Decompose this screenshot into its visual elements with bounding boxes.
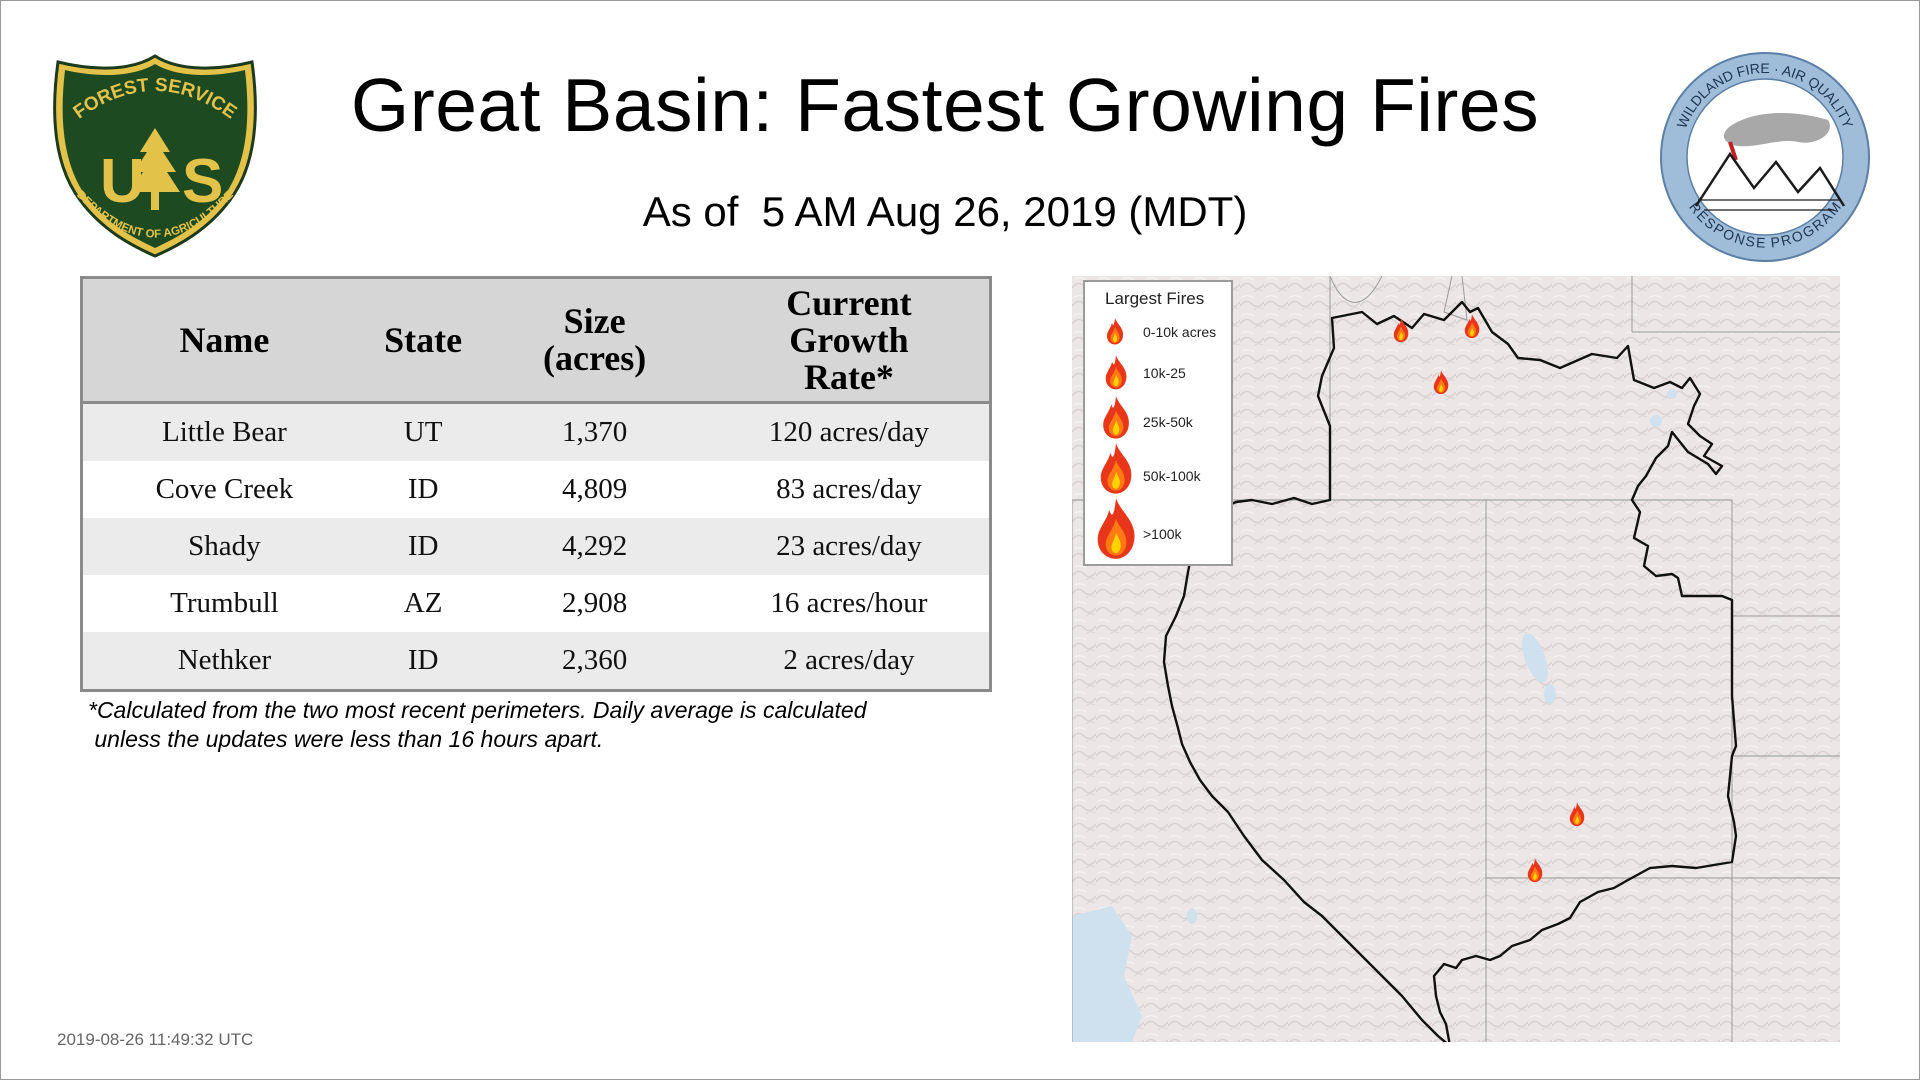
header-size-line1: Size <box>563 301 626 341</box>
header-size-line2: (acres) <box>543 338 647 378</box>
cell-name: Cove Creek <box>81 461 366 518</box>
table-row: Cove Creek ID 4,809 83 acres/day <box>81 461 991 518</box>
cell-state: UT <box>365 402 481 461</box>
cell-size: 2,360 <box>480 632 709 691</box>
cell-size: 2,908 <box>480 575 709 632</box>
header-size: Size (acres) <box>480 277 709 404</box>
cell-size: 4,292 <box>480 518 709 575</box>
cell-name: Little Bear <box>81 402 366 461</box>
cell-name: Nethker <box>81 632 366 691</box>
legend-label: 10k-25 <box>1143 365 1186 381</box>
header-name: Name <box>81 277 366 404</box>
pacific-ocean <box>1072 906 1142 1042</box>
legend-label: 50k-100k <box>1143 468 1201 484</box>
header-rate-line1: Current <box>786 282 912 323</box>
table-row: Little Bear UT 1,370 120 acres/day <box>81 402 991 461</box>
footnote-line-1: *Calculated from the two most recent per… <box>88 697 867 723</box>
page-title: Great Basin: Fastest Growing Fires <box>350 63 1540 147</box>
flame-icon <box>1100 394 1132 440</box>
legend-label: 0-10k acres <box>1143 324 1217 340</box>
forest-service-shield-icon: FOREST SERVICE DEPARTMENT OF AGRICULTURE… <box>53 54 257 258</box>
fastest-growing-fires-table: Name State Size (acres) Current Growth R… <box>80 276 992 692</box>
cell-size: 4,809 <box>480 461 709 518</box>
header-rate-line3: Rate* <box>803 356 894 397</box>
table-row: Trumbull AZ 2,908 16 acres/hour <box>81 575 991 632</box>
subtitle-prefix: As of <box>642 188 751 235</box>
cell-name: Shady <box>81 518 366 575</box>
generated-timestamp: 2019-08-26 11:49:32 UTC <box>57 1030 254 1049</box>
great-basin-boundary <box>1162 300 1738 1042</box>
legend-title: Largest Fires <box>1105 289 1205 308</box>
wildland-fire-seal-icon: WILDLAND FIRE · AIR QUALITY RESPONSE PRO… <box>1660 52 1870 262</box>
cell-state: ID <box>365 461 481 518</box>
header-state: State <box>365 277 481 404</box>
flame-icon <box>1105 316 1125 346</box>
legend-label: 25k-50k <box>1143 414 1193 430</box>
cell-state: AZ <box>365 575 481 632</box>
header-growth-rate: Current Growth Rate* <box>708 277 991 404</box>
logo-letter-s: S <box>182 147 223 216</box>
cell-state: ID <box>365 518 481 575</box>
cell-name: Trumbull <box>81 575 366 632</box>
cell-rate: 16 acres/hour <box>708 575 991 632</box>
cell-rate: 83 acres/day <box>708 461 991 518</box>
map-legend: Largest Fires 0-10k acres 10k-25 25k-50k… <box>1083 280 1233 566</box>
subtitle-date: 5 AM Aug 26, 2019 (MDT) <box>750 188 1248 235</box>
table-row: Nethker ID 2,360 2 acres/day <box>81 632 991 691</box>
flame-icon <box>1093 496 1139 560</box>
cell-rate: 2 acres/day <box>708 632 991 691</box>
table-header-row: Name State Size (acres) Current Growth R… <box>81 277 991 404</box>
table-footnote: *Calculated from the two most recent per… <box>88 696 968 754</box>
footnote-line-2: unless the updates were less than 16 hou… <box>88 726 604 752</box>
table-row: Shady ID 4,292 23 acres/day <box>81 518 991 575</box>
cell-size: 1,370 <box>480 402 709 461</box>
header-rate-line2: Growth <box>789 319 909 360</box>
legend-label: >100k <box>1143 526 1182 542</box>
cell-state: ID <box>365 632 481 691</box>
page-subtitle: As of 5 AM Aug 26, 2019 (MDT) <box>300 188 1590 236</box>
cell-rate: 23 acres/day <box>708 518 991 575</box>
flame-icon <box>1097 440 1135 496</box>
flame-icon <box>1103 354 1129 390</box>
cell-rate: 120 acres/day <box>708 402 991 461</box>
